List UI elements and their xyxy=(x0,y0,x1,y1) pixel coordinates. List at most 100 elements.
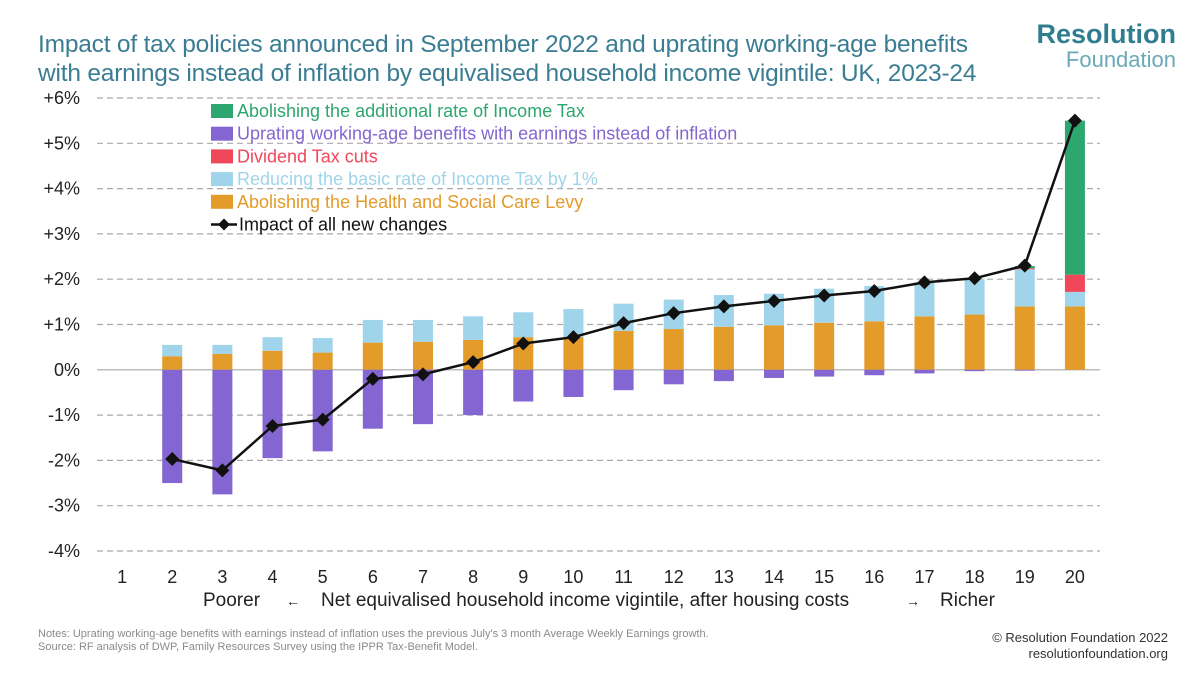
x-axis-label-right: Richer xyxy=(940,590,996,611)
bar-segment xyxy=(613,369,634,391)
x-tick-label: 11 xyxy=(614,567,633,587)
line-point-marker xyxy=(315,412,330,427)
notes-line-1: Notes: Uprating working-age benefits wit… xyxy=(38,628,709,640)
x-tick-label: 9 xyxy=(518,567,528,587)
x-tick-label: 12 xyxy=(664,567,684,587)
chart-notes: Notes: Uprating working-age benefits wit… xyxy=(38,628,709,654)
x-tick-label: 1 xyxy=(117,567,127,587)
bar-segment xyxy=(814,322,835,370)
bar-segment xyxy=(262,369,283,459)
bar-segment xyxy=(1064,274,1085,292)
notes-line-2: Source: RF analysis of DWP, Family Resou… xyxy=(38,641,478,653)
line-point-marker xyxy=(1017,258,1032,273)
bar-segment xyxy=(563,369,584,397)
legend-swatch xyxy=(211,194,233,209)
legend-swatch xyxy=(211,172,233,187)
bar-segment xyxy=(613,330,634,370)
x-tick-label: 14 xyxy=(764,567,784,587)
stacked-bar-chart: +6%+5%+4%+3%+2%+1%0%-1%-2%-3%-4%1 2 3 4 5 6 7 8… xyxy=(43,88,1100,611)
x-axis-label: Net equivalised household income viginti… xyxy=(321,590,849,611)
bar-segment xyxy=(463,316,484,340)
bar-segment xyxy=(162,344,183,357)
y-tick-label: +5% xyxy=(43,133,80,153)
y-tick-label: -4% xyxy=(48,541,80,561)
bar-segment xyxy=(713,326,734,370)
line-point-marker xyxy=(165,452,180,467)
bar-segment xyxy=(362,342,383,370)
y-tick-label: +6% xyxy=(43,88,80,108)
bar-segment xyxy=(864,321,885,370)
bar-segment xyxy=(1014,369,1035,371)
y-tick-label: -3% xyxy=(48,496,80,516)
line-point-marker xyxy=(215,463,230,478)
line-point-marker xyxy=(917,275,932,290)
legend-swatch xyxy=(211,126,233,141)
bar-segment xyxy=(1014,306,1035,370)
bar-segment xyxy=(362,319,383,343)
bar-segment xyxy=(864,285,885,322)
x-tick-label: 20 xyxy=(1065,567,1085,587)
bar-segment xyxy=(1064,120,1085,275)
line-point-marker xyxy=(466,355,481,370)
bar-segment xyxy=(312,369,333,452)
legend-entry: Reducing the basic rate of Income Tax by… xyxy=(237,169,598,189)
x-tick-label: 18 xyxy=(965,567,985,587)
bar-segment xyxy=(914,282,935,317)
bar-segment xyxy=(262,350,283,370)
legend-swatch xyxy=(211,149,233,164)
line-point-marker xyxy=(666,306,681,321)
bar-segment xyxy=(713,369,734,382)
line-point-marker xyxy=(716,299,731,314)
legend-entry: Impact of all new changes xyxy=(239,215,447,235)
bar-segment xyxy=(312,352,333,370)
x-tick-label: 10 xyxy=(563,567,583,587)
bar-segment xyxy=(463,369,484,416)
legend-entry: Abolishing the Health and Social Care Le… xyxy=(237,192,583,212)
copyright-text: © Resolution Foundation 2022 xyxy=(992,630,1168,645)
line-point-marker xyxy=(817,288,832,303)
bar-segment xyxy=(663,369,684,385)
x-axis-label-left: Poorer xyxy=(203,590,261,611)
y-tick-label: -2% xyxy=(48,450,80,470)
bar-segment xyxy=(1014,269,1035,307)
bar-segment xyxy=(764,369,785,378)
y-tick-label: +2% xyxy=(43,269,80,289)
y-tick-label: +4% xyxy=(43,179,80,199)
bar-segment xyxy=(513,369,534,402)
x-tick-label: 8 xyxy=(468,567,478,587)
bar-segment xyxy=(513,312,534,338)
y-tick-label: -1% xyxy=(48,405,80,425)
bar-segment xyxy=(663,329,684,370)
left-arrow-icon: ← xyxy=(286,593,300,609)
logo-line-2: Foundation xyxy=(1065,47,1176,72)
bar-segment xyxy=(412,319,433,342)
legend-swatch xyxy=(211,104,233,118)
line-point-marker xyxy=(365,371,380,386)
bar-segment xyxy=(964,279,985,315)
y-tick-label: +1% xyxy=(43,315,80,335)
bar-segment xyxy=(563,337,584,370)
bar-segment xyxy=(864,369,885,376)
bar-segment xyxy=(412,369,433,425)
bar-segment xyxy=(212,353,233,370)
line-point-marker xyxy=(767,293,782,308)
line-point-marker xyxy=(415,367,430,382)
bar-segment xyxy=(1064,291,1085,307)
title-line-2: with earnings instead of inflation by eq… xyxy=(38,60,977,87)
x-tick-label: 5 xyxy=(318,567,328,587)
x-tick-label: 16 xyxy=(864,567,884,587)
bar-segment xyxy=(162,356,183,370)
bar-segment xyxy=(162,369,183,484)
copyright-block: © Resolution Foundation 2022 resolutionf… xyxy=(992,630,1168,662)
legend-entry: Dividend Tax cuts xyxy=(237,146,378,166)
bar-segment xyxy=(563,309,584,338)
line-point-marker xyxy=(1067,113,1082,128)
bar-segment xyxy=(262,337,283,351)
bar-segment xyxy=(914,369,935,374)
line-point-marker xyxy=(867,283,882,298)
bar-segment xyxy=(1064,306,1085,370)
bar-segment xyxy=(914,316,935,370)
x-tick-label: 2 xyxy=(167,567,177,587)
bar-segment xyxy=(212,369,233,495)
chart-title: Impact of tax policies announced in Sept… xyxy=(38,30,1038,88)
